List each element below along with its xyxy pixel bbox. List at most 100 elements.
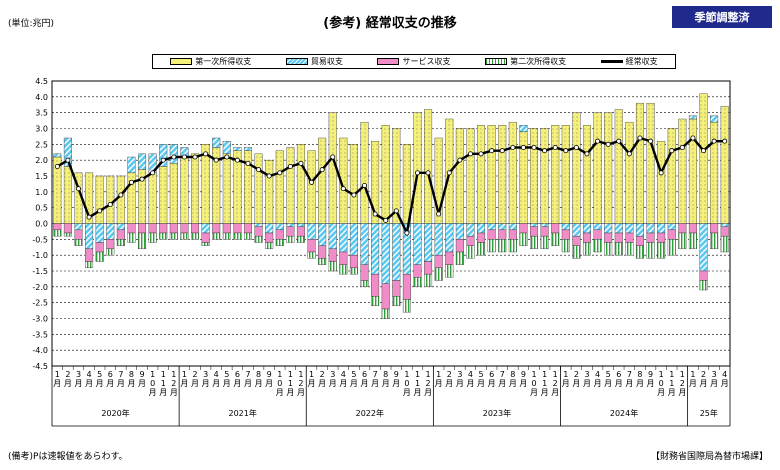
- point-current-account: [213, 157, 219, 163]
- bar-secondary-income: [699, 280, 708, 291]
- bar-services: [688, 223, 697, 234]
- bar-primary-income: [424, 109, 433, 224]
- point-current-account: [520, 144, 526, 150]
- bar-trade: [275, 223, 284, 231]
- point-current-account: [107, 201, 113, 207]
- bar-trade: [572, 223, 581, 237]
- point-current-account: [372, 211, 378, 217]
- bar-secondary-income: [635, 245, 644, 259]
- point-current-account: [319, 167, 325, 173]
- bar-trade: [328, 223, 337, 250]
- point-current-account: [573, 144, 579, 150]
- legend-item-current-account: 経常収支: [600, 56, 658, 67]
- y-tick-label: 0.0: [35, 220, 48, 229]
- point-current-account: [128, 179, 134, 185]
- bar-services: [169, 223, 178, 234]
- bar-secondary-income: [466, 245, 475, 259]
- y-tick-label: 2.0: [35, 156, 48, 165]
- bar-services: [635, 235, 644, 246]
- legend-swatch-services: [377, 58, 400, 65]
- y-tick-label: -4.5: [32, 362, 48, 371]
- point-current-account: [181, 154, 187, 160]
- bar-secondary-income: [519, 232, 528, 246]
- bar-trade: [720, 223, 729, 227]
- bar-secondary-income: [710, 232, 719, 250]
- bar-services: [318, 245, 327, 259]
- bar-trade: [487, 223, 496, 231]
- bar-primary-income: [498, 125, 507, 224]
- bar-trade: [371, 223, 380, 275]
- point-current-account: [690, 135, 696, 141]
- bar-services: [349, 254, 358, 269]
- unit-label: (単位:兆円): [8, 19, 55, 29]
- bar-primary-income: [254, 153, 263, 224]
- point-current-account: [722, 138, 728, 144]
- bar-trade: [307, 223, 316, 240]
- bar-secondary-income: [667, 239, 676, 256]
- bar-services: [530, 226, 539, 237]
- bar-services: [371, 273, 380, 297]
- bar-secondary-income: [720, 235, 729, 253]
- bar-primary-income: [508, 121, 517, 224]
- point-current-account: [404, 230, 410, 236]
- bar-trade: [582, 223, 591, 234]
- bar-services: [582, 232, 591, 243]
- bar-secondary-income: [53, 229, 62, 237]
- bar-services: [138, 223, 147, 234]
- y-tick-label: -2.0: [32, 283, 48, 292]
- point-current-account: [436, 211, 442, 217]
- bar-services: [328, 248, 337, 262]
- bar-primary-income: [95, 175, 104, 224]
- bar-services: [434, 254, 443, 269]
- bar-secondary-income: [604, 242, 613, 256]
- bar-secondary-income: [646, 242, 655, 259]
- bar-secondary-income: [381, 308, 390, 319]
- legend-label: サービス収支: [402, 57, 451, 66]
- bar-secondary-income: [169, 232, 178, 240]
- bar-primary-income: [159, 166, 168, 224]
- point-current-account: [298, 160, 304, 166]
- y-tick-label: 3.0: [35, 125, 48, 134]
- bar-services: [593, 229, 602, 240]
- bar-services: [339, 251, 348, 265]
- bar-trade: [106, 223, 115, 240]
- bar-primary-income: [646, 102, 655, 224]
- bar-primary-income: [265, 159, 274, 224]
- point-current-account: [637, 135, 643, 141]
- point-current-account: [234, 157, 240, 163]
- bar-secondary-income: [138, 232, 147, 250]
- bar-secondary-income: [127, 232, 136, 243]
- point-current-account: [118, 192, 124, 198]
- bar-services: [265, 232, 274, 243]
- bar-secondary-income: [95, 251, 104, 262]
- year-label: 2021年: [229, 408, 257, 418]
- y-tick-label: 1.5: [35, 172, 48, 181]
- bar-secondary-income: [286, 235, 295, 243]
- bar-services: [53, 223, 62, 231]
- point-current-account: [595, 138, 601, 144]
- legend-swatch-secondary-income: [485, 58, 508, 65]
- y-tick-label: 2.5: [35, 140, 48, 149]
- bar-trade: [286, 223, 295, 227]
- bar-services: [614, 232, 623, 243]
- bar-secondary-income: [307, 251, 316, 259]
- point-current-account: [192, 154, 198, 160]
- bar-secondary-income: [508, 239, 517, 253]
